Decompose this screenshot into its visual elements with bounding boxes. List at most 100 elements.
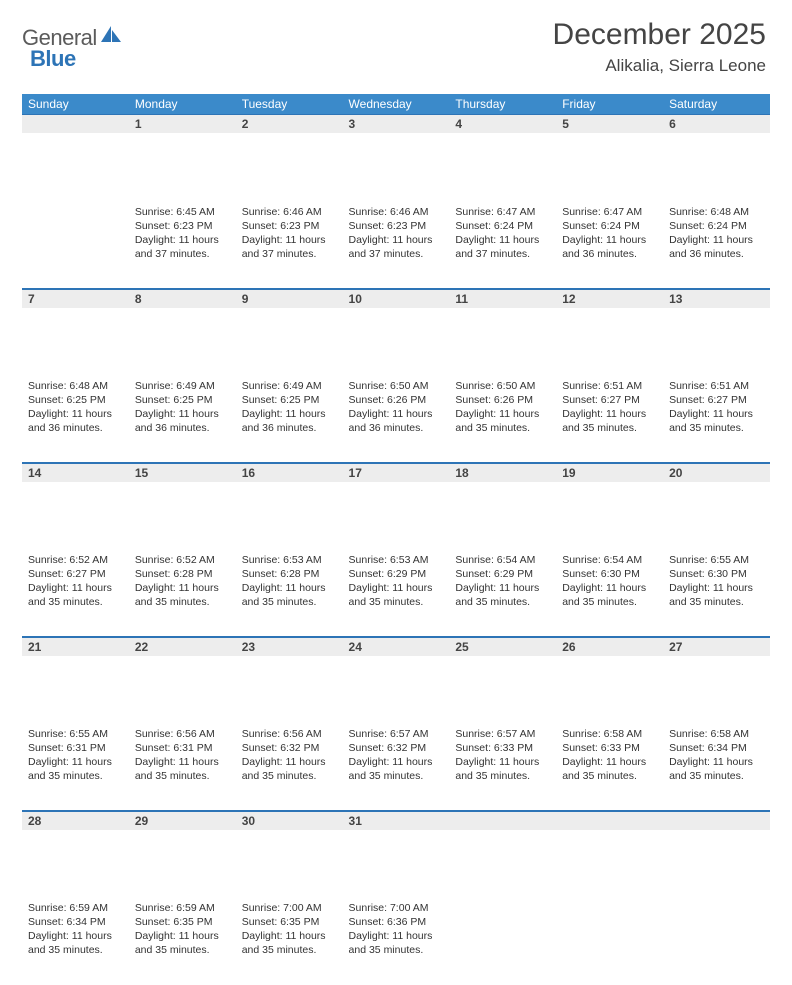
- day-cell: Sunrise: 6:55 AMSunset: 6:30 PMDaylight:…: [663, 550, 770, 637]
- day-number: 24: [343, 637, 450, 656]
- day-cell: Sunrise: 6:47 AMSunset: 6:24 PMDaylight:…: [556, 202, 663, 289]
- day-number-cell: 11: [449, 289, 556, 376]
- day-details: Sunrise: 6:55 AMSunset: 6:30 PMDaylight:…: [663, 550, 770, 616]
- day-number-cell: 3: [343, 115, 450, 202]
- day-number-cell: 21: [22, 637, 129, 724]
- day-number: 11: [449, 289, 556, 308]
- day-number-cell: 10: [343, 289, 450, 376]
- day-cell: Sunrise: 6:54 AMSunset: 6:30 PMDaylight:…: [556, 550, 663, 637]
- day-cell: Sunrise: 6:57 AMSunset: 6:32 PMDaylight:…: [343, 724, 450, 811]
- week-body-row: Sunrise: 6:55 AMSunset: 6:31 PMDaylight:…: [22, 724, 770, 811]
- day-number: [556, 811, 663, 830]
- day-number: 17: [343, 463, 450, 482]
- day-cell: Sunrise: 6:46 AMSunset: 6:23 PMDaylight:…: [236, 202, 343, 289]
- day-details: Sunrise: 6:55 AMSunset: 6:31 PMDaylight:…: [22, 724, 129, 790]
- day-details: [449, 898, 556, 907]
- day-number: 18: [449, 463, 556, 482]
- day-details: [22, 202, 129, 211]
- day-number: 1: [129, 115, 236, 133]
- day-number-cell: 8: [129, 289, 236, 376]
- day-cell: [663, 898, 770, 985]
- day-details: Sunrise: 6:57 AMSunset: 6:33 PMDaylight:…: [449, 724, 556, 790]
- day-details: Sunrise: 7:00 AMSunset: 6:36 PMDaylight:…: [343, 898, 450, 964]
- day-details: Sunrise: 6:57 AMSunset: 6:32 PMDaylight:…: [343, 724, 450, 790]
- day-number-cell: [22, 115, 129, 202]
- day-details: Sunrise: 6:52 AMSunset: 6:28 PMDaylight:…: [129, 550, 236, 616]
- day-number-cell: 28: [22, 811, 129, 898]
- day-number-cell: 29: [129, 811, 236, 898]
- day-number-cell: [449, 811, 556, 898]
- day-details: Sunrise: 6:56 AMSunset: 6:31 PMDaylight:…: [129, 724, 236, 790]
- weekday-header: Tuesday: [236, 94, 343, 115]
- calendar-page: General December 2025 Alikalia, Sierra L…: [0, 0, 792, 985]
- day-number: 2: [236, 115, 343, 133]
- day-details: Sunrise: 6:49 AMSunset: 6:25 PMDaylight:…: [129, 376, 236, 442]
- day-cell: Sunrise: 6:46 AMSunset: 6:23 PMDaylight:…: [343, 202, 450, 289]
- day-number-cell: 13: [663, 289, 770, 376]
- day-cell: Sunrise: 6:53 AMSunset: 6:28 PMDaylight:…: [236, 550, 343, 637]
- day-details: Sunrise: 6:58 AMSunset: 6:34 PMDaylight:…: [663, 724, 770, 790]
- day-number: 4: [449, 115, 556, 133]
- day-details: Sunrise: 6:59 AMSunset: 6:34 PMDaylight:…: [22, 898, 129, 964]
- day-number-cell: 22: [129, 637, 236, 724]
- day-cell: Sunrise: 6:59 AMSunset: 6:35 PMDaylight:…: [129, 898, 236, 985]
- day-number: 9: [236, 289, 343, 308]
- day-number: [663, 811, 770, 830]
- day-details: Sunrise: 6:48 AMSunset: 6:25 PMDaylight:…: [22, 376, 129, 442]
- day-number-cell: 9: [236, 289, 343, 376]
- week-daynum-row: 21222324252627: [22, 637, 770, 724]
- day-number-cell: 12: [556, 289, 663, 376]
- title-block: December 2025 Alikalia, Sierra Leone: [553, 18, 770, 76]
- day-details: [663, 898, 770, 907]
- day-cell: Sunrise: 6:50 AMSunset: 6:26 PMDaylight:…: [343, 376, 450, 463]
- day-number: 22: [129, 637, 236, 656]
- day-cell: Sunrise: 6:49 AMSunset: 6:25 PMDaylight:…: [129, 376, 236, 463]
- day-details: Sunrise: 6:54 AMSunset: 6:29 PMDaylight:…: [449, 550, 556, 616]
- day-number: 30: [236, 811, 343, 830]
- month-title: December 2025: [553, 18, 770, 52]
- calendar-table: Sunday Monday Tuesday Wednesday Thursday…: [22, 94, 770, 985]
- day-number-cell: 31: [343, 811, 450, 898]
- day-cell: Sunrise: 6:51 AMSunset: 6:27 PMDaylight:…: [663, 376, 770, 463]
- day-number: 7: [22, 289, 129, 308]
- day-cell: [449, 898, 556, 985]
- day-number: 3: [343, 115, 450, 133]
- day-number: 12: [556, 289, 663, 308]
- day-number-cell: 18: [449, 463, 556, 550]
- day-cell: Sunrise: 6:45 AMSunset: 6:23 PMDaylight:…: [129, 202, 236, 289]
- day-details: Sunrise: 6:50 AMSunset: 6:26 PMDaylight:…: [343, 376, 450, 442]
- header: General December 2025 Alikalia, Sierra L…: [22, 18, 770, 76]
- day-number-cell: [556, 811, 663, 898]
- day-details: Sunrise: 6:47 AMSunset: 6:24 PMDaylight:…: [449, 202, 556, 268]
- day-number-cell: 20: [663, 463, 770, 550]
- day-cell: Sunrise: 6:49 AMSunset: 6:25 PMDaylight:…: [236, 376, 343, 463]
- day-cell: Sunrise: 6:52 AMSunset: 6:27 PMDaylight:…: [22, 550, 129, 637]
- day-number-cell: 4: [449, 115, 556, 202]
- week-body-row: Sunrise: 6:48 AMSunset: 6:25 PMDaylight:…: [22, 376, 770, 463]
- week-daynum-row: 14151617181920: [22, 463, 770, 550]
- day-cell: Sunrise: 7:00 AMSunset: 6:36 PMDaylight:…: [343, 898, 450, 985]
- day-cell: [22, 202, 129, 289]
- day-details: Sunrise: 6:53 AMSunset: 6:29 PMDaylight:…: [343, 550, 450, 616]
- day-number: 31: [343, 811, 450, 830]
- day-number: 14: [22, 463, 129, 482]
- day-number-cell: 26: [556, 637, 663, 724]
- location-label: Alikalia, Sierra Leone: [553, 56, 770, 76]
- weekday-header: Sunday: [22, 94, 129, 115]
- day-cell: Sunrise: 6:57 AMSunset: 6:33 PMDaylight:…: [449, 724, 556, 811]
- day-number-cell: 25: [449, 637, 556, 724]
- day-number: 19: [556, 463, 663, 482]
- day-number: [22, 115, 129, 133]
- day-details: Sunrise: 6:52 AMSunset: 6:27 PMDaylight:…: [22, 550, 129, 616]
- day-details: Sunrise: 6:56 AMSunset: 6:32 PMDaylight:…: [236, 724, 343, 790]
- calendar-body: 123456Sunrise: 6:45 AMSunset: 6:23 PMDay…: [22, 115, 770, 985]
- day-cell: Sunrise: 6:56 AMSunset: 6:31 PMDaylight:…: [129, 724, 236, 811]
- day-number: 20: [663, 463, 770, 482]
- day-cell: Sunrise: 6:52 AMSunset: 6:28 PMDaylight:…: [129, 550, 236, 637]
- day-details: Sunrise: 6:46 AMSunset: 6:23 PMDaylight:…: [236, 202, 343, 268]
- weekday-header: Monday: [129, 94, 236, 115]
- day-number-cell: [663, 811, 770, 898]
- day-number-cell: 5: [556, 115, 663, 202]
- day-cell: Sunrise: 6:48 AMSunset: 6:24 PMDaylight:…: [663, 202, 770, 289]
- day-details: Sunrise: 7:00 AMSunset: 6:35 PMDaylight:…: [236, 898, 343, 964]
